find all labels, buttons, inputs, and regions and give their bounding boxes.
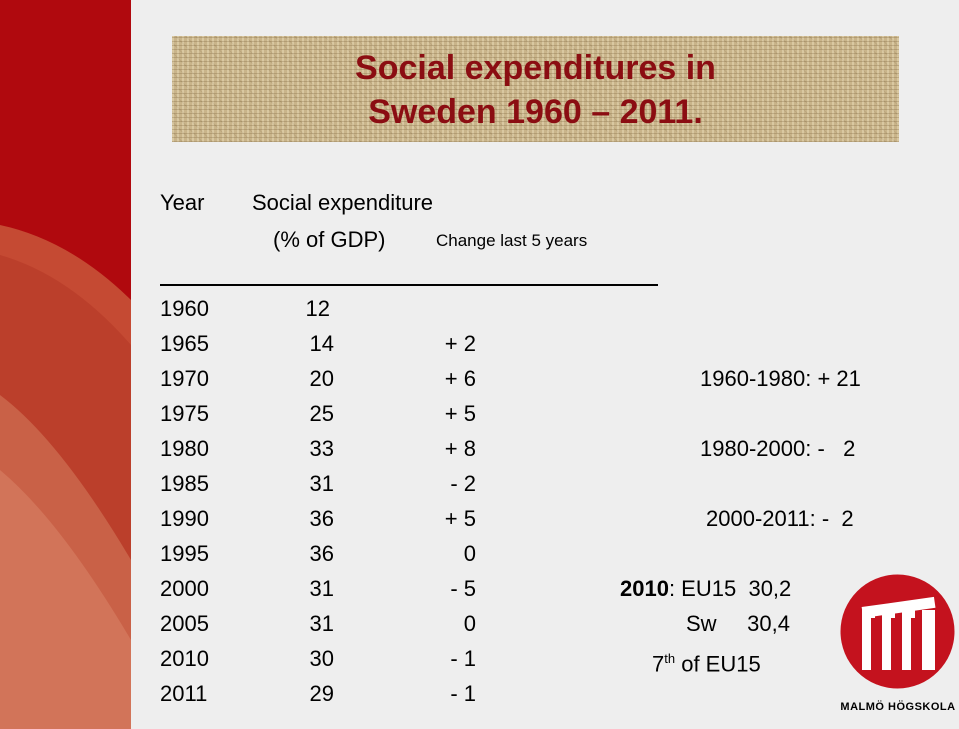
period-value: - 2 — [821, 506, 854, 531]
row-change: 0 — [463, 541, 476, 566]
row-year: 2011 — [160, 681, 208, 706]
row-year: 1980 — [160, 436, 209, 461]
row-change: - 1 — [450, 646, 476, 671]
decorative-sidebar — [0, 0, 131, 729]
row-year: 1985 — [160, 471, 209, 496]
period-value: - 2 — [817, 436, 856, 461]
row-year: 1990 — [160, 506, 209, 531]
slide-title-line-2: Sweden 1960 – 2011. — [368, 93, 703, 131]
row-value: 29 — [309, 681, 334, 706]
period-label: 1980-2000: — [700, 436, 812, 461]
logo-wordmark: MALMÖ HÖGSKOLA — [840, 701, 956, 713]
slide-title-line-1: Social expenditures in — [355, 49, 716, 87]
row-year: 2005 — [160, 611, 209, 636]
period-summary: 2000-2011: - 2 — [706, 506, 854, 532]
row-value: 33 — [309, 436, 334, 461]
row-year: 1975 — [160, 401, 209, 426]
row-year: 1960 — [160, 296, 209, 321]
row-change: + 5 — [444, 401, 476, 426]
comparison-year: 2010 — [620, 576, 669, 601]
period-summary: 1980-2000: - 2 — [700, 436, 855, 462]
row-year: 1995 — [160, 541, 209, 566]
sweden-rank: 7th of EU15 — [652, 646, 761, 677]
row-value: 20 — [309, 366, 334, 391]
row-value: 12 — [305, 296, 330, 321]
row-change: + 5 — [444, 506, 476, 531]
header-divider — [160, 284, 658, 286]
row-value: 36 — [309, 541, 334, 566]
row-change: + 6 — [444, 366, 476, 391]
rank-suffix: th — [664, 651, 676, 666]
malmo-hogskola-logo-icon — [840, 574, 955, 689]
row-year: 2010 — [160, 646, 209, 671]
period-label: 1960-1980: — [700, 366, 812, 391]
eu15-label: : EU15 — [668, 576, 737, 601]
row-value: 36 — [309, 506, 334, 531]
row-value: 30 — [309, 646, 334, 671]
row-value: 31 — [309, 611, 334, 636]
row-change: + 8 — [444, 436, 476, 461]
eu15-comparison: 2010: EU15 30,2 — [620, 576, 791, 602]
period-label: 2000-2011: — [706, 506, 816, 531]
row-change: - 2 — [450, 471, 476, 496]
header-social-expenditure: Social expenditure — [252, 190, 434, 215]
row-year: 2000 — [160, 576, 209, 601]
eu15-value: 30,2 — [748, 576, 792, 601]
row-change: 0 — [463, 611, 476, 636]
header-percent-gdp: (% of GDP) — [273, 227, 386, 252]
row-change: - 5 — [450, 576, 476, 601]
title-background — [172, 36, 899, 142]
sweden-label: Sw — [686, 611, 717, 636]
sweden-value: 30,4 — [747, 611, 790, 636]
row-value: 25 — [309, 401, 334, 426]
row-year: 1970 — [160, 366, 209, 391]
sweden-comparison: Sw 30,4 — [686, 611, 790, 637]
row-value: 31 — [309, 471, 334, 496]
header-change: Change last 5 years — [436, 231, 588, 250]
rank-rest: of EU15 — [675, 651, 761, 677]
row-change: - 1 — [450, 681, 476, 706]
header-year: Year — [160, 190, 205, 215]
rank-number: 7 — [652, 651, 665, 677]
period-value: + 21 — [817, 366, 861, 391]
row-year: 1965 — [160, 331, 209, 356]
row-value: 31 — [309, 576, 334, 601]
row-value: 14 — [309, 331, 334, 356]
row-change: + 2 — [444, 331, 476, 356]
period-summary: 1960-1980: + 21 — [700, 366, 861, 392]
